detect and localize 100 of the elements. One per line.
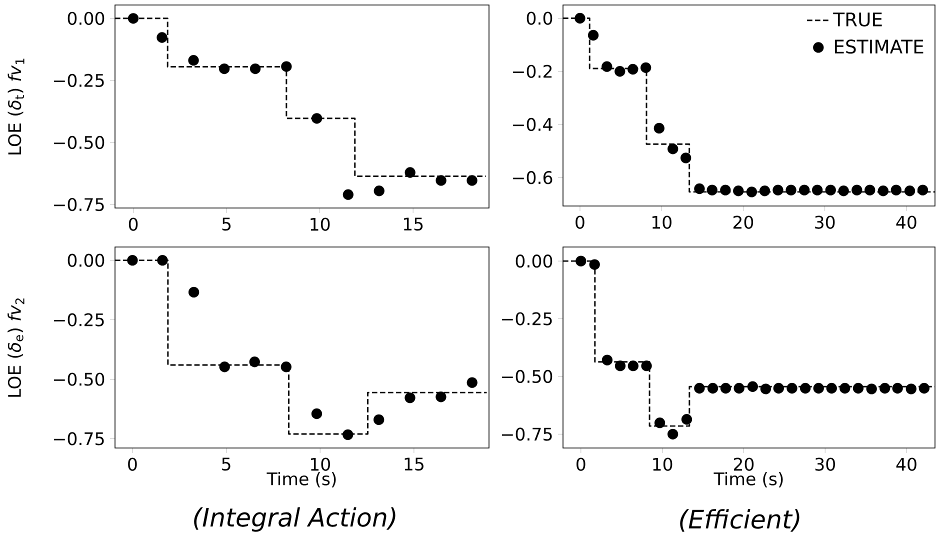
point bbox=[342, 189, 354, 200]
y-tick-label: −0.25 bbox=[54, 313, 104, 326]
point bbox=[188, 55, 199, 66]
point bbox=[311, 113, 322, 124]
point bbox=[759, 186, 770, 196]
point bbox=[720, 184, 731, 196]
y-axis-title: LOE (δ$_{t}$) fv$_{1}$ bbox=[8, 58, 24, 154]
point bbox=[667, 428, 678, 440]
point bbox=[640, 62, 652, 73]
point bbox=[773, 382, 784, 394]
y-tick-label: −0.2 bbox=[513, 64, 552, 78]
text: (Efficient) bbox=[680, 509, 800, 532]
point bbox=[878, 186, 889, 196]
point bbox=[917, 184, 928, 196]
point bbox=[404, 392, 416, 404]
x-tick-label: 15 bbox=[404, 458, 424, 471]
x-tick-label: 20 bbox=[733, 216, 754, 229]
point bbox=[747, 381, 758, 392]
point bbox=[342, 429, 354, 440]
point bbox=[127, 254, 138, 266]
point bbox=[436, 175, 446, 186]
y-tick-label: −0.4 bbox=[513, 118, 552, 132]
point bbox=[157, 254, 168, 266]
point bbox=[838, 186, 849, 196]
point bbox=[374, 414, 384, 426]
point bbox=[188, 286, 200, 298]
y-tick-label: 0.00 bbox=[68, 254, 104, 267]
y-tick-label: −0.25 bbox=[54, 74, 104, 87]
x-tick-label: 10 bbox=[310, 218, 330, 231]
point bbox=[864, 184, 876, 196]
point bbox=[668, 144, 678, 154]
point bbox=[404, 167, 416, 178]
y-axis-title: LOE (δ$_{e}$) fv$_{2}$ bbox=[8, 298, 24, 397]
point bbox=[311, 408, 322, 420]
text: (Integral Action) bbox=[194, 507, 396, 532]
point bbox=[602, 61, 612, 72]
x-tick-label: 15 bbox=[404, 218, 423, 231]
point bbox=[880, 382, 890, 394]
point bbox=[799, 184, 810, 196]
x-axis-title: Time (s) bbox=[714, 472, 783, 488]
x-tick-label: 5 bbox=[222, 218, 231, 231]
point bbox=[641, 360, 652, 372]
point bbox=[720, 382, 732, 394]
point bbox=[589, 259, 600, 270]
x-axis-title: Time (s) bbox=[266, 472, 336, 488]
legend-label: TRUE bbox=[833, 12, 882, 26]
point bbox=[918, 382, 930, 394]
point bbox=[733, 186, 744, 196]
point bbox=[602, 354, 613, 366]
point bbox=[812, 184, 823, 196]
x-tick-label: 10 bbox=[653, 458, 672, 471]
y-tick-label: −0.50 bbox=[54, 136, 104, 150]
point bbox=[772, 184, 784, 196]
legend-label: ESTIMATE bbox=[835, 40, 924, 54]
x-tick-label: 40 bbox=[896, 216, 916, 229]
x-tick-label: 0 bbox=[128, 218, 138, 231]
point bbox=[694, 382, 705, 394]
x-tick-label: 0 bbox=[576, 216, 584, 229]
point bbox=[707, 382, 718, 394]
point bbox=[825, 184, 836, 196]
point bbox=[852, 184, 862, 196]
point bbox=[826, 382, 837, 394]
point bbox=[280, 362, 292, 372]
point bbox=[904, 186, 916, 196]
point bbox=[746, 186, 758, 198]
y-tick-label: −0.50 bbox=[54, 372, 104, 386]
point bbox=[576, 256, 586, 266]
y-tick-label: −0.75 bbox=[54, 198, 104, 212]
point bbox=[654, 418, 666, 428]
point bbox=[760, 384, 772, 394]
point bbox=[128, 13, 139, 24]
point bbox=[219, 362, 230, 372]
point bbox=[681, 414, 692, 425]
point bbox=[249, 356, 260, 368]
y-tick-label: 0.00 bbox=[68, 12, 104, 25]
point bbox=[156, 32, 168, 43]
point bbox=[866, 384, 877, 394]
point bbox=[574, 12, 586, 24]
point bbox=[614, 360, 626, 372]
y-tick-label: −0.6 bbox=[513, 171, 552, 184]
point bbox=[680, 152, 692, 164]
x-tick-label: 10 bbox=[652, 216, 672, 229]
x-tick-label: 30 bbox=[815, 458, 835, 471]
point bbox=[614, 66, 626, 77]
x-tick-label: 0 bbox=[128, 458, 137, 471]
point bbox=[628, 64, 638, 75]
y-tick-label: 0.0 bbox=[526, 12, 552, 25]
point bbox=[734, 382, 744, 394]
point bbox=[706, 184, 718, 196]
x-tick-label: 5 bbox=[222, 458, 230, 471]
x-tick-label: 10 bbox=[310, 458, 330, 471]
y-tick-label: −0.25 bbox=[502, 312, 552, 326]
point bbox=[628, 360, 639, 372]
y-tick-label: −0.75 bbox=[502, 428, 552, 441]
y-tick-label: 0.00 bbox=[516, 254, 552, 268]
point bbox=[250, 63, 261, 74]
point bbox=[840, 382, 850, 394]
point bbox=[466, 377, 478, 388]
point bbox=[813, 382, 824, 394]
x-tick-label: 40 bbox=[896, 458, 916, 471]
